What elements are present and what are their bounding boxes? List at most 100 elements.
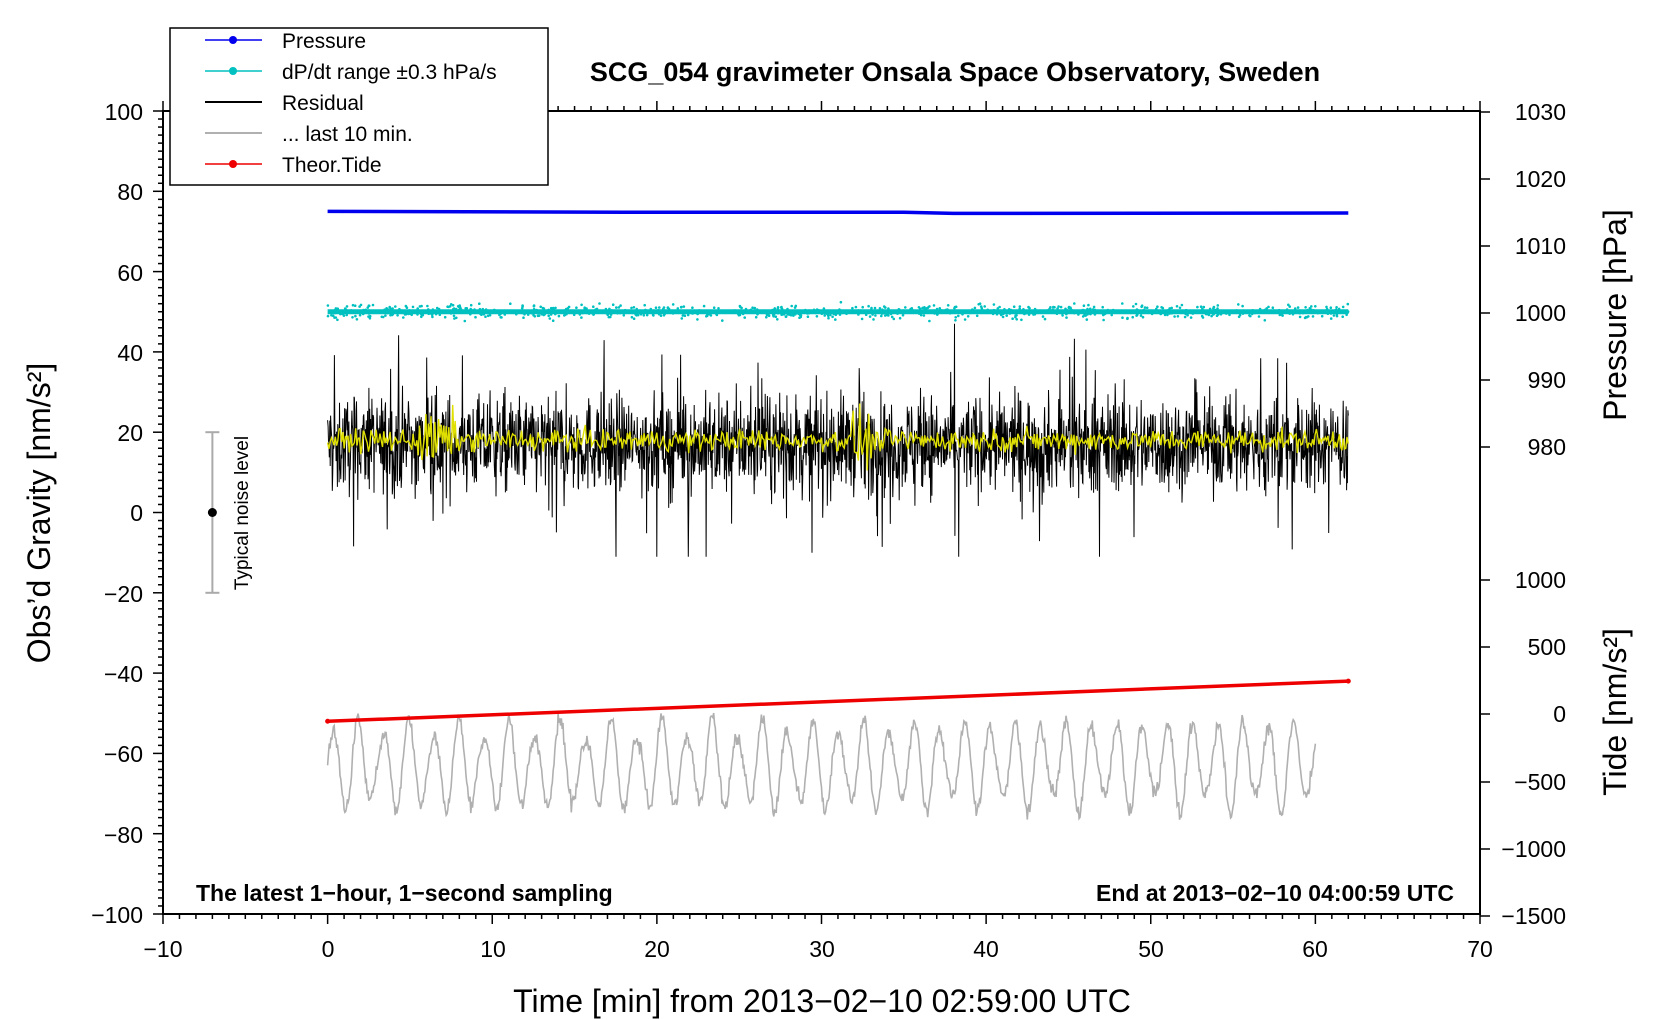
dpdt-point	[988, 311, 992, 314]
dpdt-point	[654, 306, 658, 310]
dpdt-point	[1180, 303, 1184, 307]
dpdt-point	[948, 311, 952, 315]
dpdt-point	[765, 309, 768, 313]
dpdt-point	[554, 306, 557, 310]
dpdt-point	[975, 314, 979, 318]
dpdt-point	[523, 310, 526, 314]
dpdt-point	[1143, 306, 1147, 309]
dpdt-point	[1326, 312, 1330, 316]
dpdt-point	[696, 318, 699, 321]
dpdt-point	[780, 313, 783, 317]
dpdt-point	[946, 310, 949, 314]
dpdt-point	[1305, 316, 1308, 319]
dpdt-point	[854, 305, 858, 309]
dpdt-point	[1003, 308, 1006, 311]
dpdt-point	[419, 312, 423, 315]
dpdt-point	[1127, 309, 1130, 313]
dpdt-point	[657, 308, 660, 312]
series-layer	[325, 209, 1351, 821]
legend-label: Theor.Tide	[282, 154, 382, 177]
dpdt-point	[750, 310, 753, 314]
dpdt-point	[702, 304, 706, 308]
dpdt-point	[454, 307, 458, 311]
dpdt-point	[1082, 304, 1086, 308]
dpdt-point	[1135, 314, 1138, 317]
dpdt-point	[367, 309, 371, 312]
dpdt-point	[1206, 310, 1209, 314]
dpdt-point	[1005, 314, 1008, 317]
dpdt-point	[1321, 310, 1324, 314]
tide-tick-label: −500	[1514, 769, 1566, 795]
dpdt-point	[478, 302, 481, 306]
dpdt-point	[744, 310, 748, 313]
dpdt-point	[717, 307, 720, 310]
dpdt-point	[396, 310, 399, 314]
dpdt-point	[724, 309, 727, 313]
dpdt-point	[676, 311, 680, 315]
dpdt-point	[996, 307, 1000, 310]
dpdt-point	[1173, 315, 1176, 318]
dpdt-point	[1141, 315, 1145, 319]
dpdt-point	[1073, 311, 1076, 315]
dpdt-point	[326, 304, 330, 307]
dpdt-point	[680, 317, 684, 320]
dpdt-point	[855, 310, 859, 314]
dpdt-point	[1170, 306, 1173, 310]
dpdt-point	[1189, 316, 1193, 319]
dpdt-point	[897, 310, 900, 313]
dpdt-point	[864, 313, 868, 317]
dpdt-point	[459, 306, 462, 310]
dpdt-point	[1173, 310, 1177, 313]
tide-axis-label: Tide [nm/s²]	[1597, 628, 1633, 796]
dpdt-point	[849, 311, 853, 314]
dpdt-point	[786, 307, 789, 311]
dpdt-point	[469, 307, 473, 311]
dpdt-point	[326, 314, 330, 318]
dpdt-point	[447, 305, 450, 309]
dpdt-point	[368, 317, 372, 320]
dpdt-point	[776, 311, 780, 315]
dpdt-point	[522, 316, 525, 320]
dpdt-point	[823, 314, 826, 317]
dpdt-point	[1055, 312, 1059, 316]
dpdt-point	[873, 306, 877, 310]
dpdt-point	[1104, 312, 1107, 315]
dpdt-point	[716, 310, 720, 314]
dpdt-point	[755, 310, 759, 314]
dpdt-point	[1241, 312, 1245, 315]
dpdt-point	[836, 311, 839, 315]
dpdt-point	[732, 309, 736, 312]
dpdt-point	[709, 310, 712, 314]
dpdt-point	[926, 306, 930, 310]
dpdt-point	[1213, 308, 1217, 312]
dpdt-point	[617, 306, 621, 309]
dpdt-point	[614, 310, 618, 314]
dpdt-point	[488, 313, 492, 317]
dpdt-point	[788, 313, 791, 316]
dpdt-point	[449, 312, 453, 315]
dpdt-point	[772, 312, 776, 316]
dpdt-point	[871, 313, 874, 316]
y-tick-label: −20	[104, 581, 143, 607]
end-time-annotation: End at 2013−02−10 04:00:59 UTC	[1096, 880, 1454, 906]
dpdt-point	[851, 306, 854, 310]
dpdt-point	[374, 310, 377, 313]
dpdt-point	[540, 312, 543, 316]
dpdt-point	[1028, 311, 1031, 315]
series-residual-smoothed	[326, 403, 1349, 471]
dpdt-point	[486, 309, 490, 313]
dpdt-point	[841, 311, 845, 315]
dpdt-point	[946, 304, 950, 307]
dpdt-point	[645, 313, 649, 317]
series-residual	[327, 323, 1349, 557]
y-tick-label: 40	[117, 340, 143, 366]
dpdt-point	[1235, 309, 1238, 312]
dpdt-point	[822, 309, 825, 313]
x-tick-label: 40	[973, 936, 999, 962]
dpdt-point	[1242, 309, 1246, 313]
dpdt-point	[596, 311, 599, 314]
dpdt-point	[1251, 309, 1254, 312]
dpdt-point	[954, 316, 957, 319]
dpdt-point	[630, 306, 633, 310]
dpdt-point	[814, 311, 817, 315]
